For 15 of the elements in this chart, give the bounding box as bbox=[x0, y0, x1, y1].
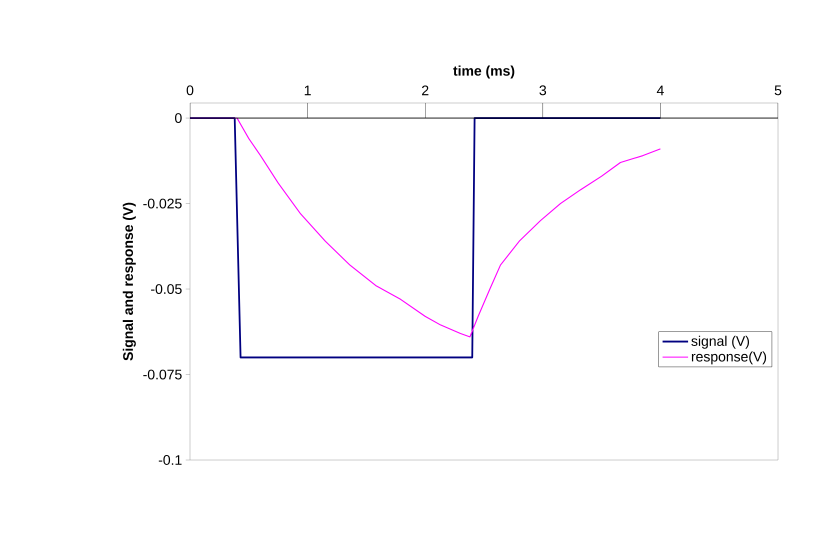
y-tick-label: 0 bbox=[175, 113, 182, 123]
x-axis-title: time (ms) bbox=[453, 66, 514, 79]
y-tick-label: -0.075 bbox=[143, 370, 182, 380]
x-tick-label: 0 bbox=[186, 85, 194, 96]
y-tick-label: -0.1 bbox=[158, 455, 182, 465]
legend-label: response(V) bbox=[692, 351, 766, 364]
y-tick-label: -0.05 bbox=[151, 284, 182, 294]
x-tick-label: 1 bbox=[304, 86, 311, 96]
y-tick-label: -0.025 bbox=[143, 198, 182, 208]
x-tick-label: 2 bbox=[422, 85, 428, 96]
x-tick-label: 3 bbox=[539, 85, 546, 96]
x-tick-label: 4 bbox=[656, 86, 664, 96]
y-axis-title: Signal and response (V) bbox=[122, 202, 136, 361]
legend-label: signal (V) bbox=[691, 336, 749, 349]
x-tick-label: 5 bbox=[774, 86, 782, 96]
